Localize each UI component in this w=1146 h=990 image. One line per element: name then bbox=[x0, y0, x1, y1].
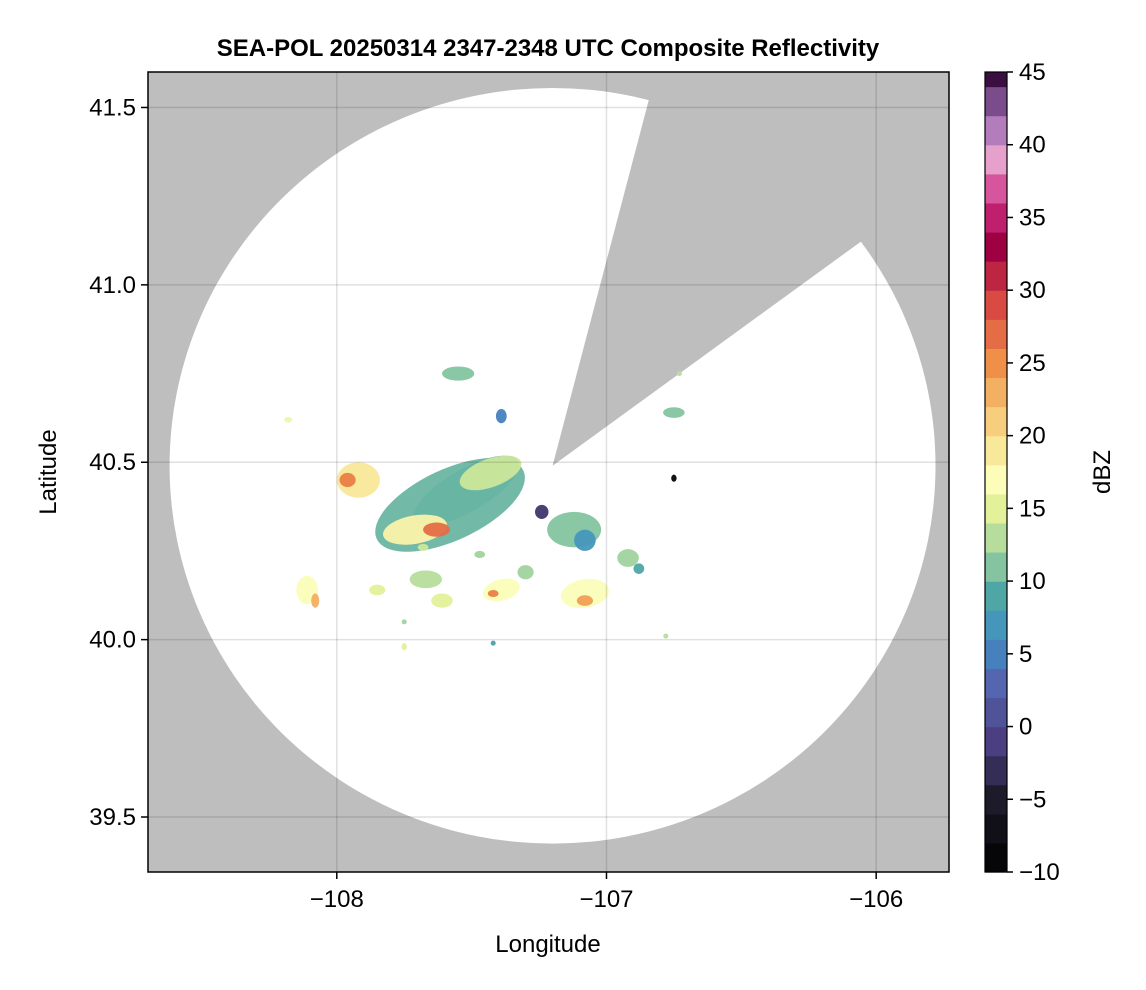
colorbar-segment bbox=[985, 464, 1007, 495]
y-tick-label: 40.5 bbox=[89, 449, 136, 476]
colorbar-tick-label: 40 bbox=[1019, 132, 1046, 159]
chart-title: SEA-POL 20250314 2347-2348 UTC Composite… bbox=[217, 35, 880, 62]
colorbar-segment bbox=[985, 726, 1007, 757]
y-tick-label: 40.0 bbox=[89, 627, 136, 654]
colorbar-segment bbox=[985, 406, 1007, 437]
x-tick-label: −108 bbox=[310, 886, 364, 913]
echo-cell bbox=[487, 589, 499, 598]
echo-cell bbox=[671, 474, 677, 482]
y-tick-label: 41.0 bbox=[89, 272, 136, 299]
colorbar-segment bbox=[985, 261, 1007, 291]
colorbar-frame bbox=[984, 71, 1008, 873]
echo-cell bbox=[676, 371, 682, 377]
colorbar-tick-label: 30 bbox=[1019, 277, 1046, 304]
x-tick-label: −107 bbox=[579, 886, 633, 913]
colorbar-segment bbox=[985, 639, 1007, 669]
echo-cell bbox=[311, 593, 320, 608]
echo-cell bbox=[423, 522, 451, 537]
colorbar: −10 −5 0 5 10 15 20 25 30 35 40 45 bbox=[984, 59, 1060, 886]
colorbar-segment bbox=[985, 290, 1007, 320]
blocked-sector bbox=[552, 72, 949, 466]
colorbar-segment bbox=[985, 348, 1007, 379]
echo-cell bbox=[560, 578, 609, 609]
y-axis: 39.5 40.0 40.5 41.0 41.5 bbox=[89, 94, 148, 831]
colorbar-segment bbox=[985, 610, 1007, 640]
y-tick-label: 41.5 bbox=[89, 94, 136, 121]
colorbar-tick-label: 5 bbox=[1019, 641, 1032, 668]
colorbar-tick-label: 35 bbox=[1019, 204, 1046, 231]
colorbar-segment bbox=[985, 144, 1007, 175]
x-tick-label: −106 bbox=[849, 886, 903, 913]
x-axis: −108 −107 −106 bbox=[310, 872, 903, 913]
echo-cell bbox=[339, 472, 356, 488]
echo-cell bbox=[495, 409, 507, 424]
colorbar-segment bbox=[985, 72, 1007, 88]
colorbar-tick-label: 10 bbox=[1019, 568, 1046, 595]
colorbar-segment bbox=[985, 115, 1007, 146]
echo-cell bbox=[663, 633, 669, 639]
echo-cell bbox=[474, 550, 486, 559]
echo-cell bbox=[535, 504, 549, 520]
y-tick-label: 39.5 bbox=[89, 804, 136, 831]
echo-cell bbox=[401, 619, 407, 625]
colorbar-tick-label: 0 bbox=[1019, 714, 1032, 741]
colorbar-segment bbox=[985, 697, 1007, 728]
colorbar-segment bbox=[985, 173, 1007, 204]
echo-cell bbox=[441, 366, 475, 381]
echo-cell bbox=[517, 565, 534, 580]
radar-coverage bbox=[169, 72, 949, 844]
echo-cell bbox=[383, 514, 447, 545]
echo-cell bbox=[459, 455, 522, 491]
colorbar-segment bbox=[985, 435, 1007, 466]
echo-cell bbox=[576, 595, 594, 606]
x-axis-label: Longitude bbox=[495, 931, 600, 958]
colorbar-segment bbox=[985, 493, 1007, 524]
echo-cell bbox=[336, 462, 380, 498]
echo-cell bbox=[417, 543, 429, 551]
colorbar-segment bbox=[985, 813, 1007, 844]
echo-cell bbox=[633, 563, 645, 574]
colorbar-segment bbox=[985, 86, 1007, 117]
echo-cell bbox=[617, 549, 639, 567]
colorbar-tick-label: 25 bbox=[1019, 350, 1046, 377]
colorbar-segment bbox=[985, 784, 1007, 815]
colorbar-segment bbox=[985, 377, 1007, 408]
plot-frame bbox=[147, 71, 950, 873]
echo-cell bbox=[431, 593, 453, 608]
colorbar-segment bbox=[985, 842, 1007, 873]
colorbar-segment bbox=[985, 319, 1007, 349]
echo-cell bbox=[369, 584, 386, 596]
colorbar-segment bbox=[985, 755, 1007, 786]
echo-cell bbox=[401, 643, 407, 651]
echo-cell bbox=[284, 416, 293, 423]
colorbar-tick-label: 20 bbox=[1019, 423, 1046, 450]
y-axis-label: Latitude bbox=[35, 429, 62, 514]
colorbar-segment bbox=[985, 522, 1007, 553]
echo-cell bbox=[574, 529, 596, 551]
echo-cell bbox=[409, 570, 442, 589]
echo-cell bbox=[663, 407, 685, 418]
reflectivity-echoes bbox=[284, 366, 685, 651]
plot-area bbox=[147, 71, 950, 873]
echo-cell bbox=[490, 640, 496, 646]
grid-lines bbox=[148, 72, 949, 872]
colorbar-segment bbox=[985, 668, 1007, 699]
colorbar-tick-label: 15 bbox=[1019, 495, 1046, 522]
colorbar-segment bbox=[985, 202, 1007, 233]
colorbar-tick-label: 45 bbox=[1019, 59, 1046, 86]
colorbar-segment bbox=[985, 552, 1007, 582]
colorbar-segment bbox=[985, 232, 1007, 262]
colorbar-tick-label: −10 bbox=[1019, 859, 1060, 886]
colorbar-tick-label: −5 bbox=[1019, 786, 1046, 813]
colorbar-label: dBZ bbox=[1089, 450, 1116, 494]
colorbar-segment bbox=[985, 581, 1007, 611]
